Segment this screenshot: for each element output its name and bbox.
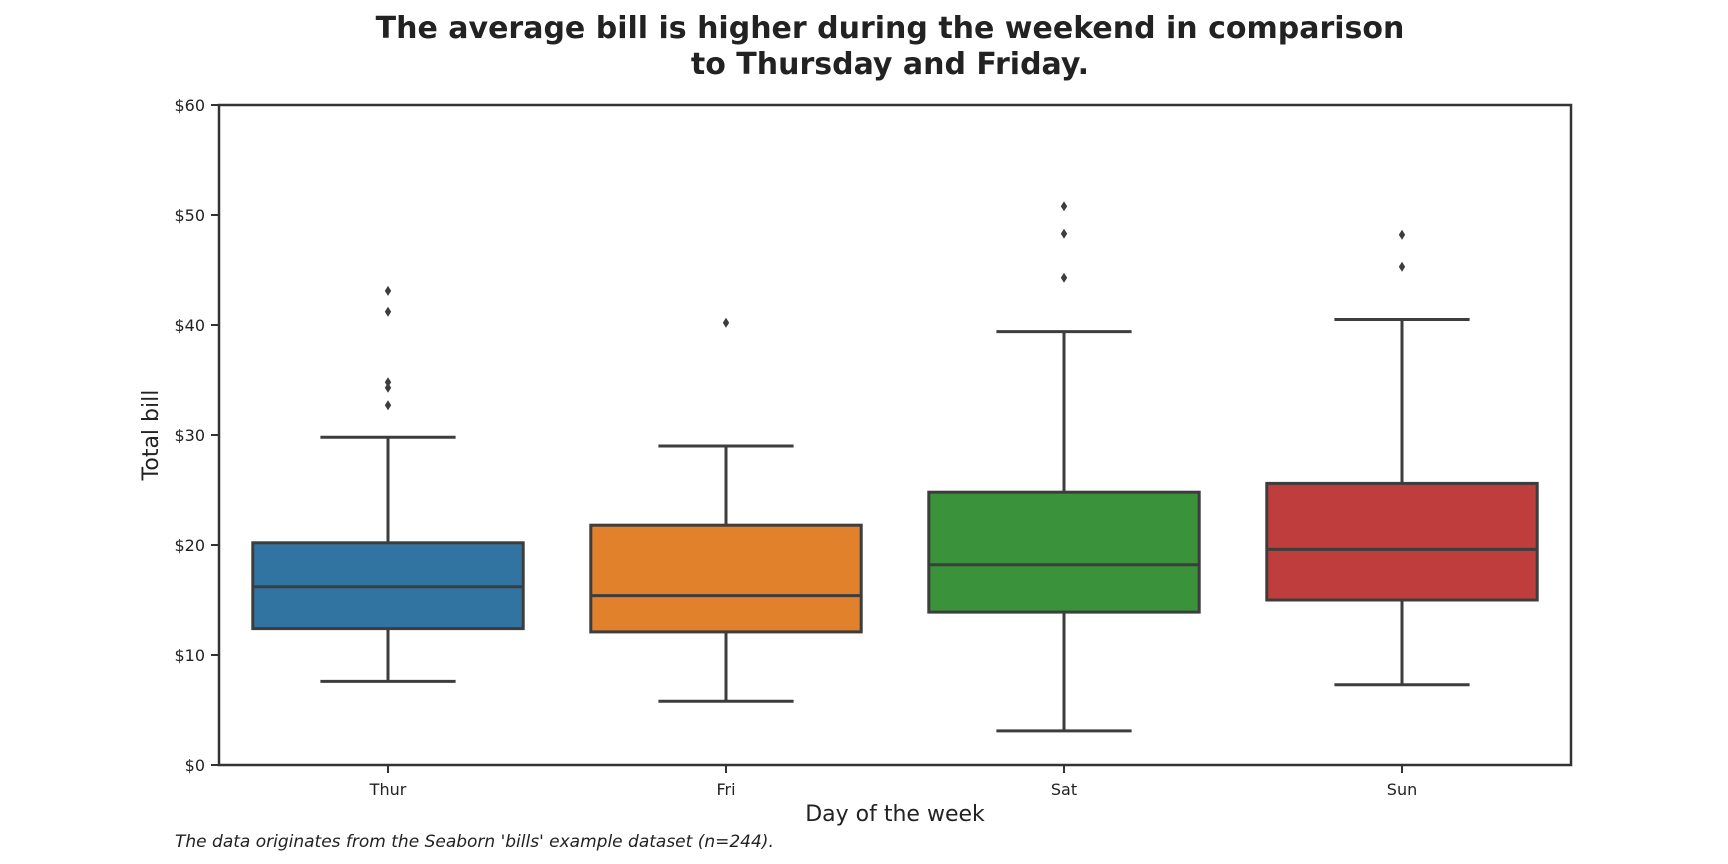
boxes-group — [251, 201, 1539, 733]
x-tick-label: Fri — [716, 780, 735, 799]
outlier-point — [1398, 229, 1406, 240]
box-thur — [251, 285, 525, 683]
outlier-point — [384, 400, 392, 411]
outlier-point — [384, 306, 392, 317]
x-axis: Thur Fri Sat Sun — [369, 765, 1417, 799]
y-tick-label: $10 — [174, 646, 205, 665]
y-tick-label: $60 — [174, 96, 205, 115]
y-axis: $0 $10 $20 $30 $40 $50 $60 — [174, 96, 219, 775]
outlier-point — [384, 382, 392, 393]
outlier-point — [722, 317, 730, 328]
chart-title-line-2: to Thursday and Friday. — [691, 47, 1089, 82]
box-fri — [589, 317, 863, 703]
y-tick-label: $50 — [174, 206, 205, 225]
x-tick-label: Sun — [1387, 780, 1417, 799]
y-tick-label: $40 — [174, 316, 205, 335]
box-sat — [927, 201, 1201, 733]
iqr-box — [927, 490, 1201, 614]
outlier-point — [1060, 201, 1068, 212]
x-axis-label: Day of the week — [805, 802, 985, 827]
outlier-point — [1060, 272, 1068, 283]
x-tick-label: Sat — [1051, 780, 1077, 799]
iqr-box — [1265, 481, 1539, 602]
footnote: The data originates from the Seaborn 'bi… — [175, 832, 774, 852]
iqr-box — [589, 523, 863, 634]
outlier-point — [1398, 261, 1406, 272]
y-tick-label: $0 — [185, 756, 205, 775]
y-tick-label: $30 — [174, 426, 205, 445]
outlier-point — [1060, 228, 1068, 239]
outlier-point — [384, 377, 392, 388]
chart-title-line-1: The average bill is higher during the we… — [376, 11, 1405, 46]
plot-frame — [217, 103, 1573, 767]
outlier-point — [384, 285, 392, 296]
box-sun — [1265, 229, 1539, 687]
y-tick-label: $20 — [174, 536, 205, 555]
x-tick-label: Thur — [369, 780, 407, 799]
y-axis-label: Total bill — [139, 390, 164, 482]
